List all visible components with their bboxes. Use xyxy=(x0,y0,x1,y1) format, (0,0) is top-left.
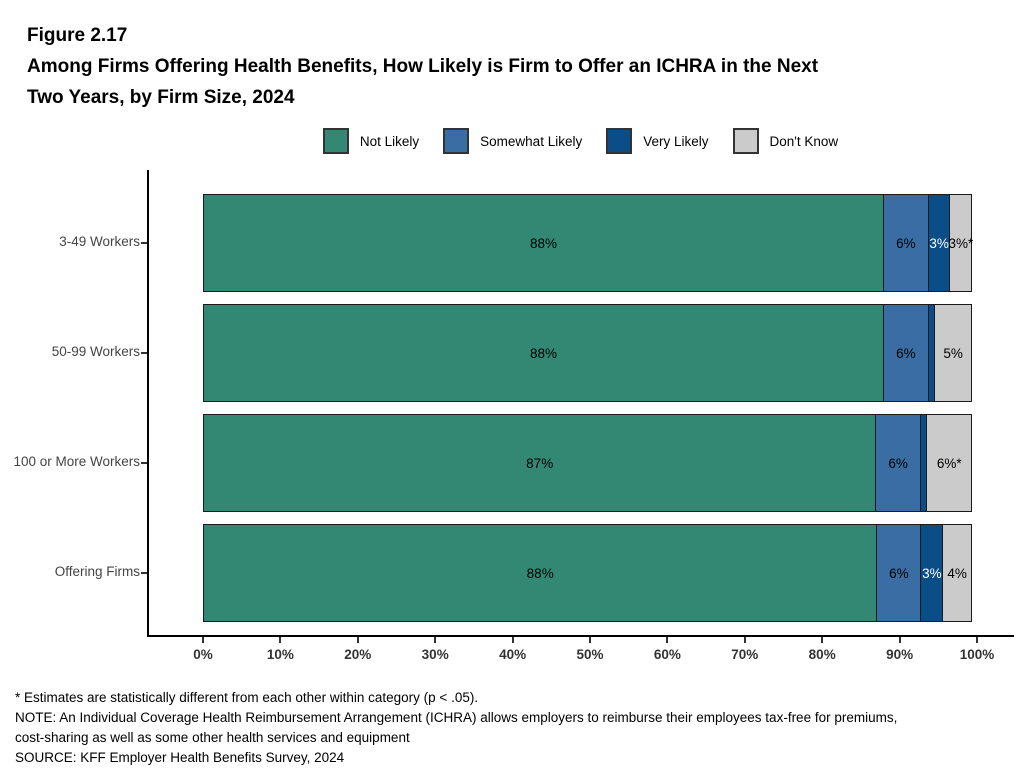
bar-segment: 88% xyxy=(203,304,885,402)
x-axis-label: 90% xyxy=(886,647,914,662)
legend-swatch-don-t-know xyxy=(732,128,759,154)
bar-segment: 3%* xyxy=(949,194,973,292)
y-axis-label: Offering Firms xyxy=(54,564,140,579)
footnote-line: SOURCE: KFF Employer Health Benefits Sur… xyxy=(15,750,345,765)
x-axis-label: 50% xyxy=(576,647,604,662)
footnote-line: NOTE: An Individual Coverage Health Reim… xyxy=(15,710,898,725)
bar-row: 88% 6% 3% 4% xyxy=(203,524,977,622)
legend-item: Very Likely xyxy=(606,128,709,154)
legend-item: Somewhat Likely xyxy=(443,128,582,154)
bar-segment: 88% xyxy=(203,194,885,292)
bar-segment: 88% xyxy=(203,524,878,622)
legend-label: Very Likely xyxy=(643,133,709,149)
legend-item: Not Likely xyxy=(322,128,420,154)
bar-segment: 5% xyxy=(933,304,973,402)
legend-swatch-somewhat-likely xyxy=(443,128,470,154)
title-block: Figure 2.17 Among Firms Offering Health … xyxy=(27,20,997,113)
legend-label: Don't Know xyxy=(769,133,839,149)
y-axis-label: 50-99 Workers xyxy=(51,344,140,359)
bar-segment: 6% xyxy=(874,414,922,512)
x-axis-tick xyxy=(976,637,978,643)
x-axis-tick xyxy=(821,637,824,643)
legend-swatch-not-likely xyxy=(322,128,349,154)
figure-number: Figure 2.17 xyxy=(27,25,128,46)
bar-segment: 6% xyxy=(882,194,930,292)
x-axis-label: 80% xyxy=(808,647,836,662)
y-axis-tick xyxy=(141,462,147,464)
y-axis-tick xyxy=(141,572,147,574)
bar-segment: 6% xyxy=(875,524,922,622)
bar-segment: 87% xyxy=(203,414,877,512)
plot-panel: 88% 6% 3% 3%* 88% 6% 5% 87% 6% 6%* 88% 6% 3% 4% 0% 10% 2… xyxy=(141,170,1014,662)
x-axis-tick xyxy=(279,637,282,643)
x-axis-tick xyxy=(666,637,669,643)
footnote-line: * Estimates are statistically different … xyxy=(15,690,479,705)
legend-label: Somewhat Likely xyxy=(480,133,583,149)
x-axis-label: 60% xyxy=(653,647,681,662)
x-axis-tick xyxy=(898,637,901,643)
y-axis-tick xyxy=(141,352,147,354)
x-axis-label: 0% xyxy=(193,647,213,662)
footnotes: * Estimates are statistically different … xyxy=(15,688,1015,768)
x-axis-label: 10% xyxy=(266,647,294,662)
bar-segment: 3% xyxy=(920,524,944,622)
bar-segment: 6%* xyxy=(926,414,973,512)
y-axis-label: 100 or More Workers xyxy=(13,454,140,469)
legend-label: Not Likely xyxy=(359,133,420,149)
y-axis-label: 3-49 Workers xyxy=(59,234,140,249)
bar-row: 87% 6% 6%* xyxy=(203,414,977,512)
y-axis-tick xyxy=(141,242,147,244)
bar-row: 88% 6% 5% xyxy=(203,304,977,402)
legend-item: Don't Know xyxy=(732,128,839,154)
chart-legend: Not Likely Somewhat Likely Very Likely Don'… xyxy=(147,125,1014,157)
x-axis-tick xyxy=(434,637,437,643)
bar-segment: 6% xyxy=(882,304,930,402)
x-axis-label: 40% xyxy=(499,647,527,662)
footnote-line: cost-sharing as well as some other healt… xyxy=(15,730,410,745)
x-axis-label: 100% xyxy=(959,647,995,662)
x-axis-label: 20% xyxy=(344,647,372,662)
figure-title-line2: Two Years, by Firm Size, 2024 xyxy=(27,87,295,108)
bar-segment: 4% xyxy=(941,524,973,622)
x-axis-label: 70% xyxy=(731,647,759,662)
x-axis-tick xyxy=(202,637,204,643)
x-axis-tick xyxy=(743,637,746,643)
x-axis-tick xyxy=(356,637,359,643)
figure-title-line1: Among Firms Offering Health Benefits, Ho… xyxy=(27,56,819,77)
bar-row: 88% 6% 3% 3%* xyxy=(203,194,977,292)
x-axis-tick xyxy=(511,637,514,643)
x-axis-label: 30% xyxy=(421,647,449,662)
bar-segment: 3% xyxy=(927,194,951,292)
legend-swatch-very-likely xyxy=(606,128,633,154)
x-axis-tick xyxy=(589,637,591,643)
